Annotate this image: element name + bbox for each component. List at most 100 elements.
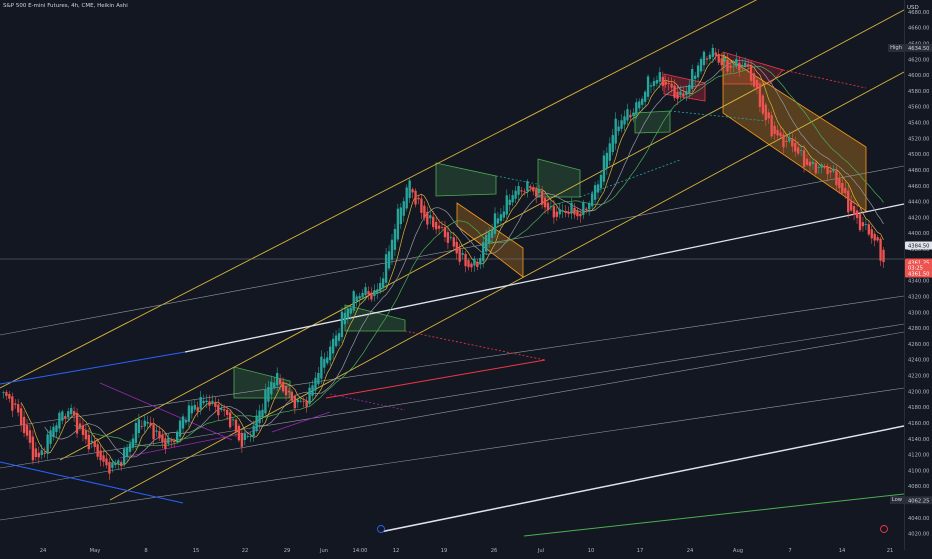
candle-body [261,409,264,417]
candle-body [670,83,673,88]
candle-body [590,193,594,207]
grey-line-2[interactable] [0,295,905,429]
candle-body [402,201,405,216]
candle-body [611,135,614,153]
candle-body [847,190,850,213]
candle-body [184,420,188,423]
green-line[interactable] [523,493,905,537]
candle-body [408,180,411,198]
trend-lines[interactable] [0,0,905,537]
candle-body [287,390,291,393]
blue-line-upper[interactable] [0,351,186,385]
candle-body [143,420,146,427]
candle-body [596,184,600,193]
grey-line-3[interactable] [0,323,905,469]
grey-line-5[interactable] [0,387,905,521]
candle-body [111,462,114,468]
candle-body [835,170,838,186]
bull-flag-green-3[interactable] [634,110,671,134]
dotted-magenta[interactable] [329,393,406,411]
candle-body [599,174,603,189]
event-marker[interactable] [880,525,888,533]
high-badge-value: 4634.50 [908,46,929,52]
candle-body [508,199,511,205]
ma-slow-line [73,66,884,447]
candle-body [278,379,282,385]
price-tick-label: 4240.00 [908,358,929,364]
candle-body [626,109,629,121]
bear-flag-red-1[interactable] [663,73,706,102]
candle-body [608,143,611,161]
candle-body [811,161,815,164]
close-value-badge-value: 4361.50 [908,272,929,278]
candle-body [520,190,523,192]
candle-body [693,75,697,79]
price-tick-label: 4400.00 [908,231,929,237]
grey-line-4[interactable] [0,331,905,491]
candle-body [349,308,352,314]
candle-body [417,197,420,200]
candle-body [838,177,841,189]
candle-body [537,188,541,193]
candle-body [555,211,558,217]
candle-body [523,190,526,192]
candle-body [829,170,832,173]
candle-body [776,129,779,136]
candle-body [673,85,676,98]
candle-body [149,422,152,426]
candle-body [317,373,320,385]
candle-body [202,400,205,404]
candle-body [638,101,641,109]
candle-body [788,137,791,142]
candle-body [432,216,435,228]
channel-upper-line[interactable] [0,0,760,389]
candle-body [490,229,494,238]
price-tick-label: 4560.00 [908,105,929,111]
candle-body [614,118,617,144]
price-tick-label: 4420.00 [908,215,929,221]
candle-body [476,262,479,267]
magenta-line-2[interactable] [119,429,261,459]
candle-body [102,455,105,462]
magenta-line-3[interactable] [271,411,331,433]
candle-body [570,202,573,213]
chart-area[interactable]: S&P 500 E-mini Futures, 4h, CME, Heikin … [0,0,905,540]
price-chart[interactable] [0,0,905,540]
candle-body [808,161,812,166]
dotted-cyan-2[interactable] [579,159,681,198]
candle-body [852,206,856,215]
blue-line-lower[interactable] [0,461,184,504]
dotted-red-1[interactable] [782,69,867,89]
candle-body [661,76,664,86]
bull-flag-green-4[interactable] [233,366,291,399]
candle-body [361,292,364,298]
current-price-badge-bg [905,241,932,250]
candle-body [308,387,311,404]
candle-body [696,65,700,78]
candle-body [281,381,285,392]
white-support-line[interactable] [379,425,905,533]
candle-body [387,251,391,269]
candle-body [93,441,96,448]
channel-middle-line[interactable] [59,9,905,461]
dividend-marker[interactable] [377,525,385,533]
candle-body [767,112,770,119]
red-line[interactable] [325,359,546,399]
price-tick-label: 4460.00 [908,184,929,190]
bull-flag-green-1[interactable] [435,162,497,197]
bear-channel-orange-2[interactable] [722,54,867,212]
candle-body [199,397,202,410]
candle-body [738,62,741,71]
grey-line-1[interactable] [0,165,905,336]
white-trend-line[interactable] [184,203,905,353]
time-axis[interactable]: 24 May 8 15 22 29 Jun 14:00 12 19 26 Jul 10 17 24 Aug 7 1… [0,540,904,554]
dotted-cyan-1[interactable] [495,175,538,185]
price-axis[interactable]: 4680.004660.004640.004620.004600.004580.… [904,0,932,550]
magenta-line-1[interactable] [99,382,233,441]
price-tick-label: 4520.00 [908,136,929,142]
dotted-cyan-3[interactable] [669,110,767,122]
price-tick-label: 4540.00 [908,121,929,127]
dotted-red-2[interactable] [404,330,546,361]
candle-body [46,434,49,454]
low-badge-value: 4062.25 [908,498,929,504]
